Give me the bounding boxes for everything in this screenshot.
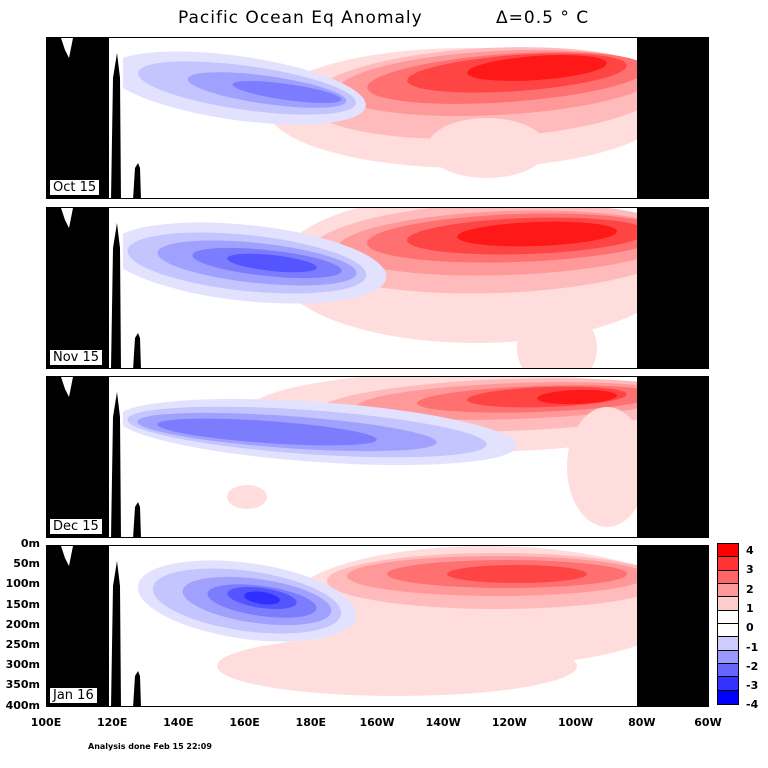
land-mask-americas bbox=[638, 37, 709, 199]
land-island bbox=[133, 163, 141, 198]
y-tick-label: 350m bbox=[5, 678, 40, 692]
chart-title: Pacific Ocean Eq Anomaly bbox=[178, 8, 423, 28]
land-island bbox=[133, 502, 141, 537]
colorbar-swatch bbox=[717, 649, 739, 666]
x-tick-label: 120W bbox=[491, 716, 527, 729]
colorbar-swatch bbox=[717, 543, 739, 559]
colorbar-tick: 0 bbox=[746, 621, 754, 635]
cold-contour bbox=[227, 253, 317, 273]
colorbar-tick: 2 bbox=[746, 582, 754, 596]
y-tick-label: 150m bbox=[5, 597, 40, 611]
panel-label: Dec 15 bbox=[49, 518, 103, 535]
colorbar-swatch bbox=[717, 636, 739, 653]
panel-plot bbox=[47, 38, 637, 198]
y-tick-label: 300m bbox=[5, 658, 40, 672]
x-tick-label: 100E bbox=[30, 716, 62, 729]
warm-contour bbox=[517, 308, 597, 368]
colorbar-swatch bbox=[717, 676, 739, 693]
land-gap bbox=[61, 546, 73, 566]
x-tick-label: 100W bbox=[558, 716, 594, 729]
land-island bbox=[133, 333, 141, 368]
colorbar-tick: -4 bbox=[746, 698, 759, 712]
warm-contour bbox=[217, 636, 577, 696]
x-tick-label: 60W bbox=[694, 716, 722, 729]
land-mask-asia bbox=[47, 38, 109, 198]
warm-contour bbox=[227, 485, 267, 509]
footer-note: Analysis done Feb 15 22:09 bbox=[88, 742, 212, 751]
x-tick-label: 140W bbox=[425, 716, 461, 729]
land-island bbox=[111, 53, 121, 198]
colorbar-swatch bbox=[717, 663, 739, 679]
panel-plot bbox=[47, 377, 637, 537]
y-tick-label: 400m bbox=[5, 698, 40, 712]
cold-contour bbox=[157, 418, 377, 446]
colorbar-tick: 3 bbox=[746, 563, 754, 577]
panel-dec-15: Dec 15 bbox=[46, 376, 638, 538]
contour-interval: Δ=0.5 ° C bbox=[496, 8, 590, 28]
panel-label: Jan 16 bbox=[49, 687, 98, 704]
panel-label: Oct 15 bbox=[49, 179, 101, 196]
x-tick-label: 120E bbox=[96, 716, 128, 729]
colorbar-swatch bbox=[717, 609, 739, 626]
y-tick-label: 100m bbox=[5, 577, 40, 591]
y-tick-label: 0m bbox=[20, 537, 40, 550]
colorbar-tick: -3 bbox=[746, 679, 759, 693]
colorbar-swatch bbox=[717, 556, 739, 573]
land-mask-asia bbox=[47, 377, 109, 537]
warm-contour bbox=[427, 118, 547, 178]
x-tick-label: 160W bbox=[359, 716, 395, 729]
land-mask-asia bbox=[47, 546, 109, 706]
land-island bbox=[111, 223, 121, 368]
panel-plot bbox=[47, 546, 637, 706]
x-tick-label: 180E bbox=[295, 716, 327, 729]
land-mask-americas bbox=[638, 545, 709, 707]
land-island bbox=[133, 671, 141, 706]
land-mask-americas bbox=[638, 376, 709, 538]
cold-contour bbox=[244, 591, 280, 605]
land-island bbox=[111, 392, 121, 537]
colorbar-swatch bbox=[717, 596, 739, 613]
colorbar-swatch bbox=[717, 623, 739, 639]
y-tick-label: 50m bbox=[13, 557, 40, 571]
land-island bbox=[111, 561, 121, 706]
y-tick-label: 200m bbox=[5, 617, 40, 631]
cold-contour bbox=[232, 80, 342, 104]
colorbar-swatch bbox=[717, 583, 739, 599]
y-tick-label: 250m bbox=[5, 638, 40, 651]
panel-plot bbox=[47, 208, 637, 368]
colorbar-swatch bbox=[717, 689, 739, 706]
x-tick-label: 80W bbox=[628, 716, 656, 729]
panel-oct-15: Oct 15 bbox=[46, 37, 638, 199]
warm-contour bbox=[567, 407, 637, 527]
warm-contour bbox=[467, 55, 607, 81]
colorbar-tick: -2 bbox=[746, 659, 759, 673]
land-gap bbox=[61, 208, 73, 228]
colorbar-tick: 4 bbox=[746, 544, 754, 557]
x-tick-label: 140E bbox=[163, 716, 194, 729]
colorbar-swatch bbox=[717, 569, 739, 586]
land-mask-asia bbox=[47, 208, 109, 368]
panel-label: Nov 15 bbox=[49, 349, 104, 366]
colorbar-tick: -1 bbox=[746, 640, 759, 654]
warm-contour bbox=[457, 221, 617, 247]
land-mask-americas bbox=[638, 207, 709, 369]
land-gap bbox=[61, 377, 73, 397]
land-gap bbox=[61, 38, 73, 58]
x-tick-label: 160E bbox=[229, 716, 260, 729]
warm-contour bbox=[537, 389, 617, 405]
warm-contour bbox=[447, 565, 587, 583]
colorbar-tick: 1 bbox=[746, 601, 754, 615]
panel-nov-15: Nov 15 bbox=[46, 207, 638, 369]
panel-jan-16: Jan 16 bbox=[46, 545, 638, 707]
